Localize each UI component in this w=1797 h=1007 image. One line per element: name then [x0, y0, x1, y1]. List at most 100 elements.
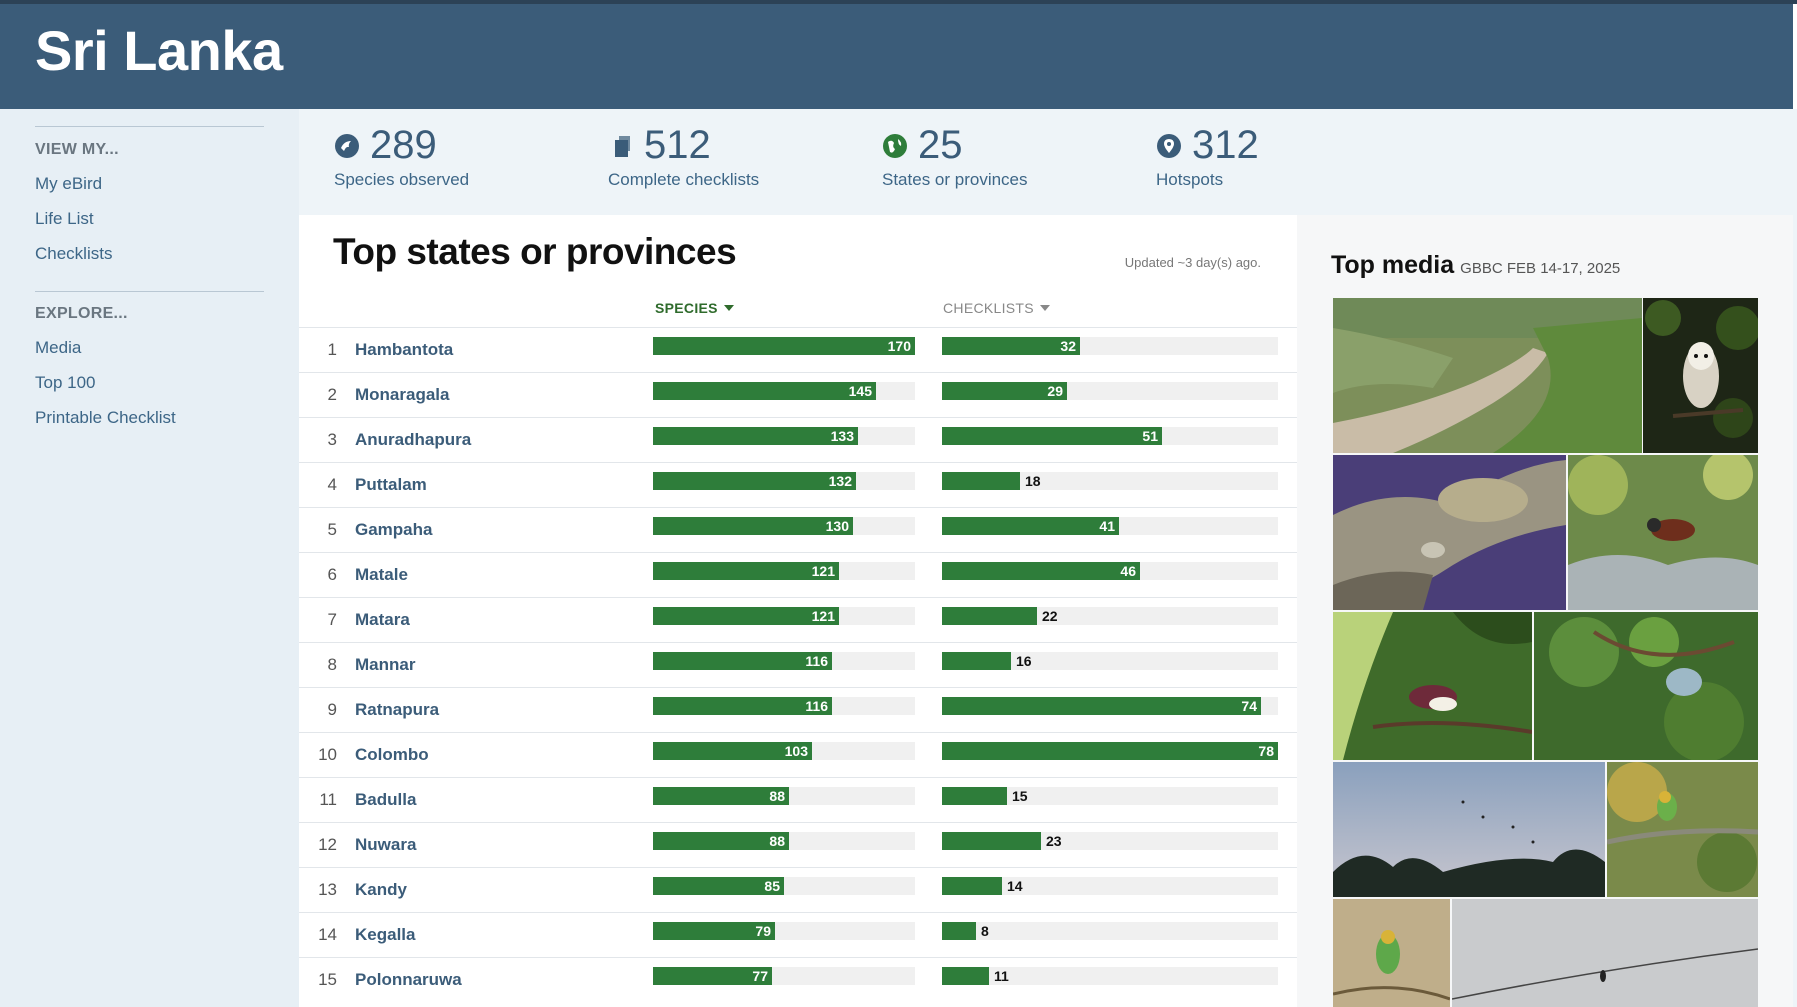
checklists-bar: [942, 877, 1002, 895]
top-regions-panel: Top states or provinces Updated ~3 day(s…: [299, 215, 1297, 1007]
sidebar-heading-view: VIEW MY...: [35, 141, 119, 158]
table-row[interactable]: 11 Badulla 88 15: [299, 777, 1297, 822]
row-rank: 15: [318, 970, 337, 989]
table-row[interactable]: 13 Kandy 85 14: [299, 867, 1297, 912]
sort-species-button[interactable]: SPECIES: [655, 300, 734, 316]
media-photo[interactable]: [1333, 899, 1450, 1007]
stat-species-label: Species observed: [334, 170, 470, 189]
species-bar-track: 77: [653, 967, 915, 985]
stat-hotspots[interactable]: 312 Hotspots: [1156, 123, 1259, 190]
region-link[interactable]: Monaragala: [355, 385, 450, 404]
species-count: 145: [848, 383, 872, 399]
media-photo[interactable]: [1568, 455, 1758, 610]
stat-regions[interactable]: 25 States or provinces: [882, 123, 1028, 190]
sort-checklists-button[interactable]: CHECKLISTS: [943, 300, 1050, 316]
table-row[interactable]: 6 Matale 121 46: [299, 552, 1297, 597]
species-bar-track: 116: [653, 652, 915, 670]
media-photo[interactable]: [1452, 899, 1758, 1007]
region-link[interactable]: Kandy: [355, 880, 407, 899]
table-row[interactable]: 12 Nuwara 88 23: [299, 822, 1297, 867]
sidebar: VIEW MY... My eBird Life List Checklists…: [0, 109, 299, 1007]
row-rank: 7: [327, 610, 337, 629]
checklists-bar: 78: [942, 742, 1278, 760]
checklists-bar-track: 51: [942, 427, 1278, 445]
stat-species-value: 289: [370, 123, 437, 167]
checklists-count: 14: [1007, 878, 1023, 894]
stat-checklists[interactable]: 512 Complete checklists: [608, 123, 759, 190]
media-photo[interactable]: [1333, 612, 1532, 760]
table-row[interactable]: 15 Polonnaruwa 77 11: [299, 957, 1297, 1002]
sidebar-link-my-ebird[interactable]: My eBird: [35, 174, 103, 193]
sidebar-link-media[interactable]: Media: [35, 338, 82, 357]
caret-down-icon: [1039, 305, 1050, 311]
table-row[interactable]: 1 Hambantota 170 32: [299, 327, 1297, 372]
table-row[interactable]: 2 Monaragala 145 29: [299, 372, 1297, 417]
media-photo[interactable]: [1333, 762, 1605, 897]
region-link[interactable]: Badulla: [355, 790, 417, 809]
sidebar-divider: [35, 126, 264, 127]
region-link[interactable]: Anuradhapura: [355, 430, 472, 449]
stat-regions-label: States or provinces: [882, 170, 1028, 189]
sidebar-link-printable-checklist[interactable]: Printable Checklist: [35, 408, 176, 427]
species-count: 88: [769, 788, 785, 804]
sidebar-link-checklists[interactable]: Checklists: [35, 244, 113, 263]
species-bar: 103: [653, 742, 812, 760]
table-row[interactable]: 9 Ratnapura 116 74: [299, 687, 1297, 732]
stat-hotspots-value: 312: [1192, 123, 1259, 167]
species-count: 116: [805, 653, 828, 669]
species-icon: [334, 133, 360, 159]
region-link[interactable]: Kegalla: [355, 925, 416, 944]
checklists-count: 32: [1060, 338, 1076, 354]
header-edge: [1793, 4, 1797, 109]
media-photo[interactable]: [1534, 612, 1758, 760]
region-link[interactable]: Matara: [355, 610, 410, 629]
species-bar-track: 103: [653, 742, 915, 760]
checklists-bar-track: 15: [942, 787, 1278, 805]
sidebar-link-life-list[interactable]: Life List: [35, 209, 94, 228]
table-row[interactable]: 7 Matara 121 22: [299, 597, 1297, 642]
region-link[interactable]: Puttalam: [355, 475, 427, 494]
species-bar-track: 130: [653, 517, 915, 535]
region-link[interactable]: Ratnapura: [355, 700, 440, 719]
species-bar-track: 85: [653, 877, 915, 895]
region-link[interactable]: Hambantota: [355, 340, 454, 359]
stat-species[interactable]: 289 Species observed: [334, 123, 469, 190]
checklists-bar-track: 8: [942, 922, 1278, 940]
species-bar: 116: [653, 652, 832, 670]
checklists-bar-track: 29: [942, 382, 1278, 400]
media-photo[interactable]: [1643, 298, 1758, 453]
checklists-bar: [942, 967, 989, 985]
table-row[interactable]: 8 Mannar 116 16: [299, 642, 1297, 687]
species-bar-track: 121: [653, 562, 915, 580]
page-title: Sri Lanka: [35, 19, 283, 82]
species-bar: 145: [653, 382, 876, 400]
region-link[interactable]: Matale: [355, 565, 408, 584]
region-link[interactable]: Gampaha: [355, 520, 433, 539]
row-rank: 12: [318, 835, 337, 854]
species-count: 130: [825, 518, 849, 534]
region-link[interactable]: Colombo: [355, 745, 429, 764]
row-rank: 13: [318, 880, 337, 899]
table-row[interactable]: 3 Anuradhapura 133 51: [299, 417, 1297, 462]
table-row[interactable]: 10 Colombo 103 78: [299, 732, 1297, 777]
table-row[interactable]: 14 Kegalla 79 8: [299, 912, 1297, 957]
checklists-count: 15: [1012, 788, 1028, 804]
sidebar-link-top-100[interactable]: Top 100: [35, 373, 96, 392]
checklists-count: 8: [981, 923, 989, 939]
table-row[interactable]: 5 Gampaha 130 41: [299, 507, 1297, 552]
media-photo[interactable]: [1333, 298, 1642, 453]
checklists-bar: [942, 652, 1011, 670]
row-rank: 11: [319, 790, 337, 809]
checklists-count: 74: [1241, 698, 1257, 714]
region-link[interactable]: Mannar: [355, 655, 416, 674]
media-photo[interactable]: [1333, 455, 1566, 610]
checklists-count: 11: [994, 968, 1009, 984]
species-bar: 79: [653, 922, 775, 940]
checklists-bar-track: 41: [942, 517, 1278, 535]
region-link[interactable]: Polonnaruwa: [355, 970, 462, 989]
media-photo[interactable]: [1607, 762, 1758, 897]
checklists-bar: [942, 787, 1007, 805]
species-bar-track: 170: [653, 337, 915, 355]
region-link[interactable]: Nuwara: [355, 835, 417, 854]
table-row[interactable]: 4 Puttalam 132 18: [299, 462, 1297, 507]
